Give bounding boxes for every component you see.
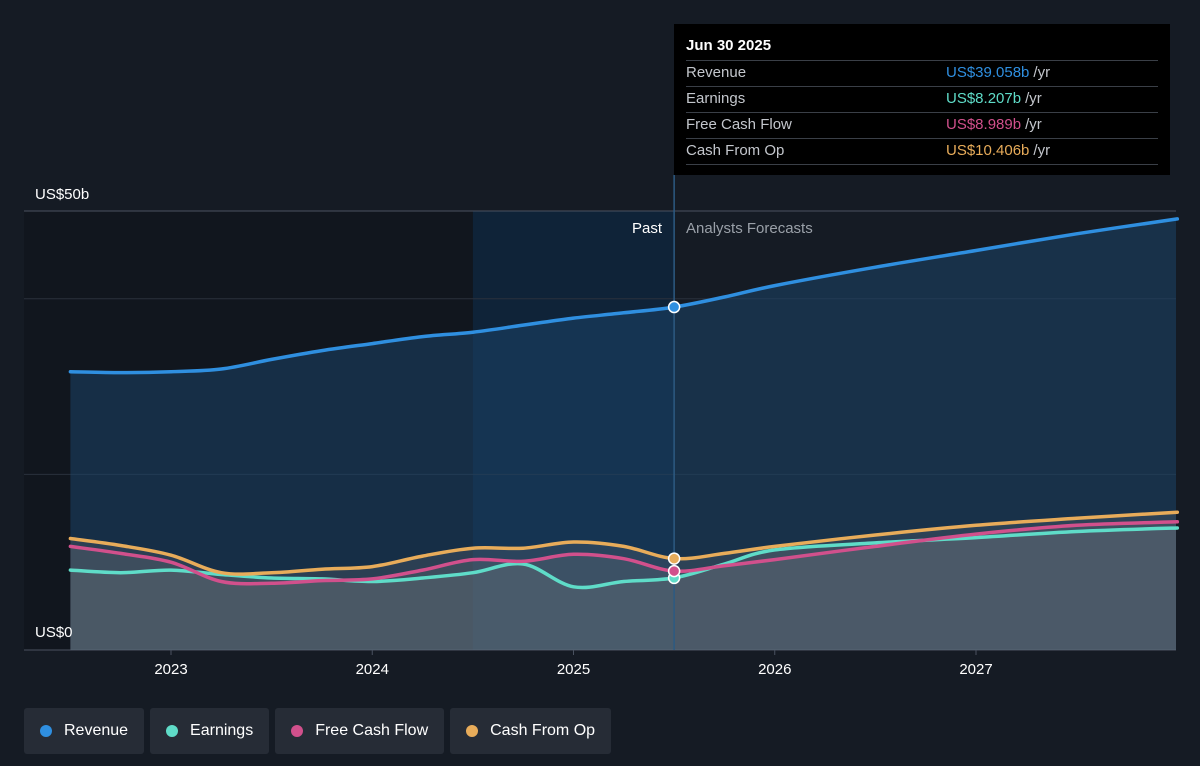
series-marker [667, 564, 681, 578]
tooltip-row-free-cash-flow: Free Cash Flow US$8.989b /yr [686, 112, 1158, 138]
tooltip-row-value: US$10.406b [946, 142, 1030, 159]
legend-item-free-cash-flow[interactable]: Free Cash Flow [275, 708, 445, 754]
tooltip-row-value: US$39.058b [946, 64, 1030, 81]
tooltip-row-cash-from-op: Cash From Op US$10.406b /yr [686, 138, 1158, 165]
earnings-dot-icon [166, 725, 179, 737]
legend-label: Earnings [190, 722, 254, 739]
tooltip-row-label: Cash From Op [686, 142, 785, 159]
series-area [70, 528, 1176, 650]
legend-label: Cash From Op [490, 722, 596, 739]
series-area [70, 521, 1176, 650]
tooltip-date: Jun 30 2025 [686, 37, 772, 54]
legend-item-earnings[interactable]: Earnings [150, 708, 270, 754]
tooltip-row-unit: /yr [1025, 90, 1042, 107]
x-tick-label: 2023 [154, 661, 187, 678]
series-line [68, 217, 1180, 375]
legend-item-cash-from-op[interactable]: Cash From Op [450, 708, 612, 754]
legend-item-revenue[interactable]: Revenue [24, 708, 145, 754]
chart-legend: Revenue Earnings Free Cash Flow Cash Fro… [24, 708, 612, 754]
x-tick-label: 2026 [758, 661, 791, 678]
x-tick-label: 2025 [557, 661, 590, 678]
y-axis-top-label: US$50b [35, 186, 89, 203]
tooltip-row-revenue: Revenue US$39.058b /yr [686, 60, 1158, 86]
tooltip-row-unit: /yr [1025, 116, 1042, 133]
legend-label: Revenue [64, 722, 129, 739]
tooltip-row-value: US$8.989b [946, 116, 1022, 133]
series-markers [667, 300, 681, 585]
series-marker [667, 552, 681, 565]
tooltip-row-value: US$8.207b [946, 90, 1022, 107]
tooltip-row-unit: /yr [1033, 64, 1051, 81]
past-label: Past [632, 220, 663, 237]
series-lines [68, 217, 1180, 590]
tooltip-row-unit: /yr [1033, 142, 1051, 159]
tooltip-row-label: Free Cash Flow [686, 116, 792, 133]
free-cash-flow-dot-icon [291, 725, 304, 737]
series-line [68, 510, 1180, 576]
tooltip-row-label: Earnings [686, 90, 746, 107]
legend-label: Free Cash Flow [315, 722, 429, 739]
series-marker [667, 300, 681, 314]
y-axis-bottom-label: US$0 [35, 624, 73, 641]
series-line [68, 520, 1180, 586]
forecast-label: Analysts Forecasts [686, 220, 813, 237]
x-tick-label: 2024 [356, 661, 389, 678]
cash-from-op-dot-icon [466, 725, 479, 737]
x-axis: 2023 2024 2025 2026 2027 [154, 650, 993, 678]
tooltip-panel: Jun 30 2025 Revenue US$39.058b /yr Earni… [674, 24, 1170, 175]
tooltip-row-earnings: Earnings US$8.207b /yr [686, 86, 1158, 112]
x-tick-label: 2027 [959, 661, 992, 678]
tooltip-row-label: Revenue [686, 64, 747, 81]
revenue-dot-icon [40, 725, 52, 737]
